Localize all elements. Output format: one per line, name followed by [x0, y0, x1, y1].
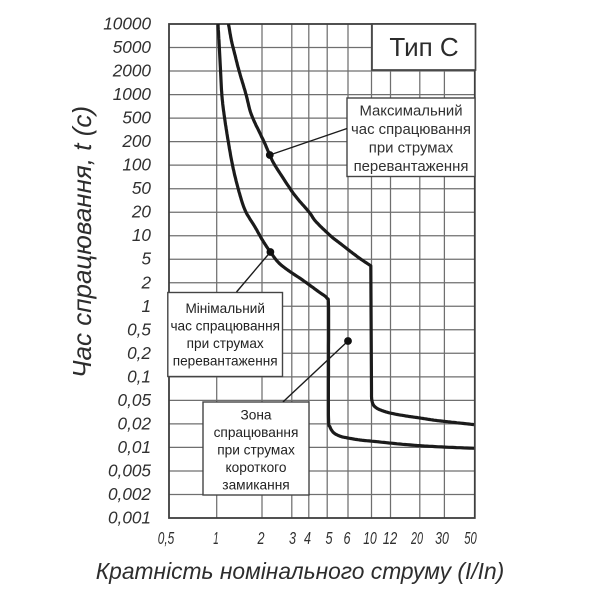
- svg-text:1: 1: [141, 296, 151, 316]
- svg-text:50: 50: [464, 528, 477, 548]
- svg-text:0,5: 0,5: [127, 319, 151, 339]
- svg-text:1000: 1000: [113, 84, 152, 104]
- svg-text:2: 2: [257, 528, 265, 548]
- svg-text:10: 10: [132, 225, 152, 245]
- svg-text:Максимальний: Максимальний: [359, 103, 462, 119]
- svg-text:Тип С: Тип С: [389, 32, 458, 62]
- svg-text:замикання: замикання: [222, 478, 289, 493]
- svg-text:0,02: 0,02: [118, 413, 152, 433]
- svg-text:20: 20: [131, 202, 152, 222]
- svg-text:500: 500: [122, 108, 151, 128]
- svg-text:перевантаження: перевантаження: [354, 159, 469, 175]
- svg-text:2: 2: [140, 272, 151, 292]
- svg-text:100: 100: [122, 155, 151, 175]
- svg-text:при струмах: при струмах: [369, 141, 454, 157]
- svg-text:2000: 2000: [112, 61, 152, 81]
- svg-text:при струмах: при струмах: [187, 336, 264, 351]
- svg-text:0,05: 0,05: [118, 390, 152, 410]
- svg-text:30: 30: [435, 528, 449, 548]
- svg-text:час спрацювання: час спрацювання: [170, 318, 279, 333]
- svg-text:5: 5: [326, 528, 333, 548]
- svg-text:Зона: Зона: [240, 407, 271, 422]
- svg-text:1: 1: [213, 528, 219, 548]
- svg-text:0,01: 0,01: [118, 437, 151, 457]
- svg-text:перевантаження: перевантаження: [173, 353, 278, 368]
- svg-text:0,002: 0,002: [108, 484, 151, 504]
- svg-text:6: 6: [344, 528, 351, 548]
- svg-text:при струмах: при струмах: [217, 443, 295, 458]
- svg-text:5: 5: [141, 249, 151, 269]
- svg-text:Кратність номінального струму: Кратність номінального струму (I/In): [96, 558, 504, 584]
- svg-text:0,001: 0,001: [108, 508, 151, 528]
- svg-text:0,005: 0,005: [108, 461, 151, 481]
- svg-text:Мінімальний: Мінімальний: [185, 301, 265, 316]
- svg-text:короткого: короткого: [225, 460, 286, 475]
- svg-text:Час спрацювання, t (с): Час спрацювання, t (с): [67, 106, 97, 378]
- svg-text:10: 10: [363, 528, 377, 548]
- svg-text:12: 12: [383, 528, 398, 548]
- svg-text:0,2: 0,2: [127, 343, 151, 363]
- svg-text:4: 4: [304, 528, 311, 548]
- svg-text:час спрацювання: час спрацювання: [351, 122, 471, 138]
- svg-text:20: 20: [410, 528, 423, 548]
- svg-text:50: 50: [132, 178, 152, 198]
- svg-text:3: 3: [289, 528, 296, 548]
- svg-text:0,5: 0,5: [158, 528, 175, 548]
- svg-text:10000: 10000: [103, 14, 151, 34]
- svg-text:0,1: 0,1: [127, 366, 151, 386]
- svg-text:200: 200: [121, 131, 151, 151]
- svg-text:спрацювання: спрацювання: [214, 425, 299, 440]
- svg-text:5000: 5000: [113, 37, 152, 57]
